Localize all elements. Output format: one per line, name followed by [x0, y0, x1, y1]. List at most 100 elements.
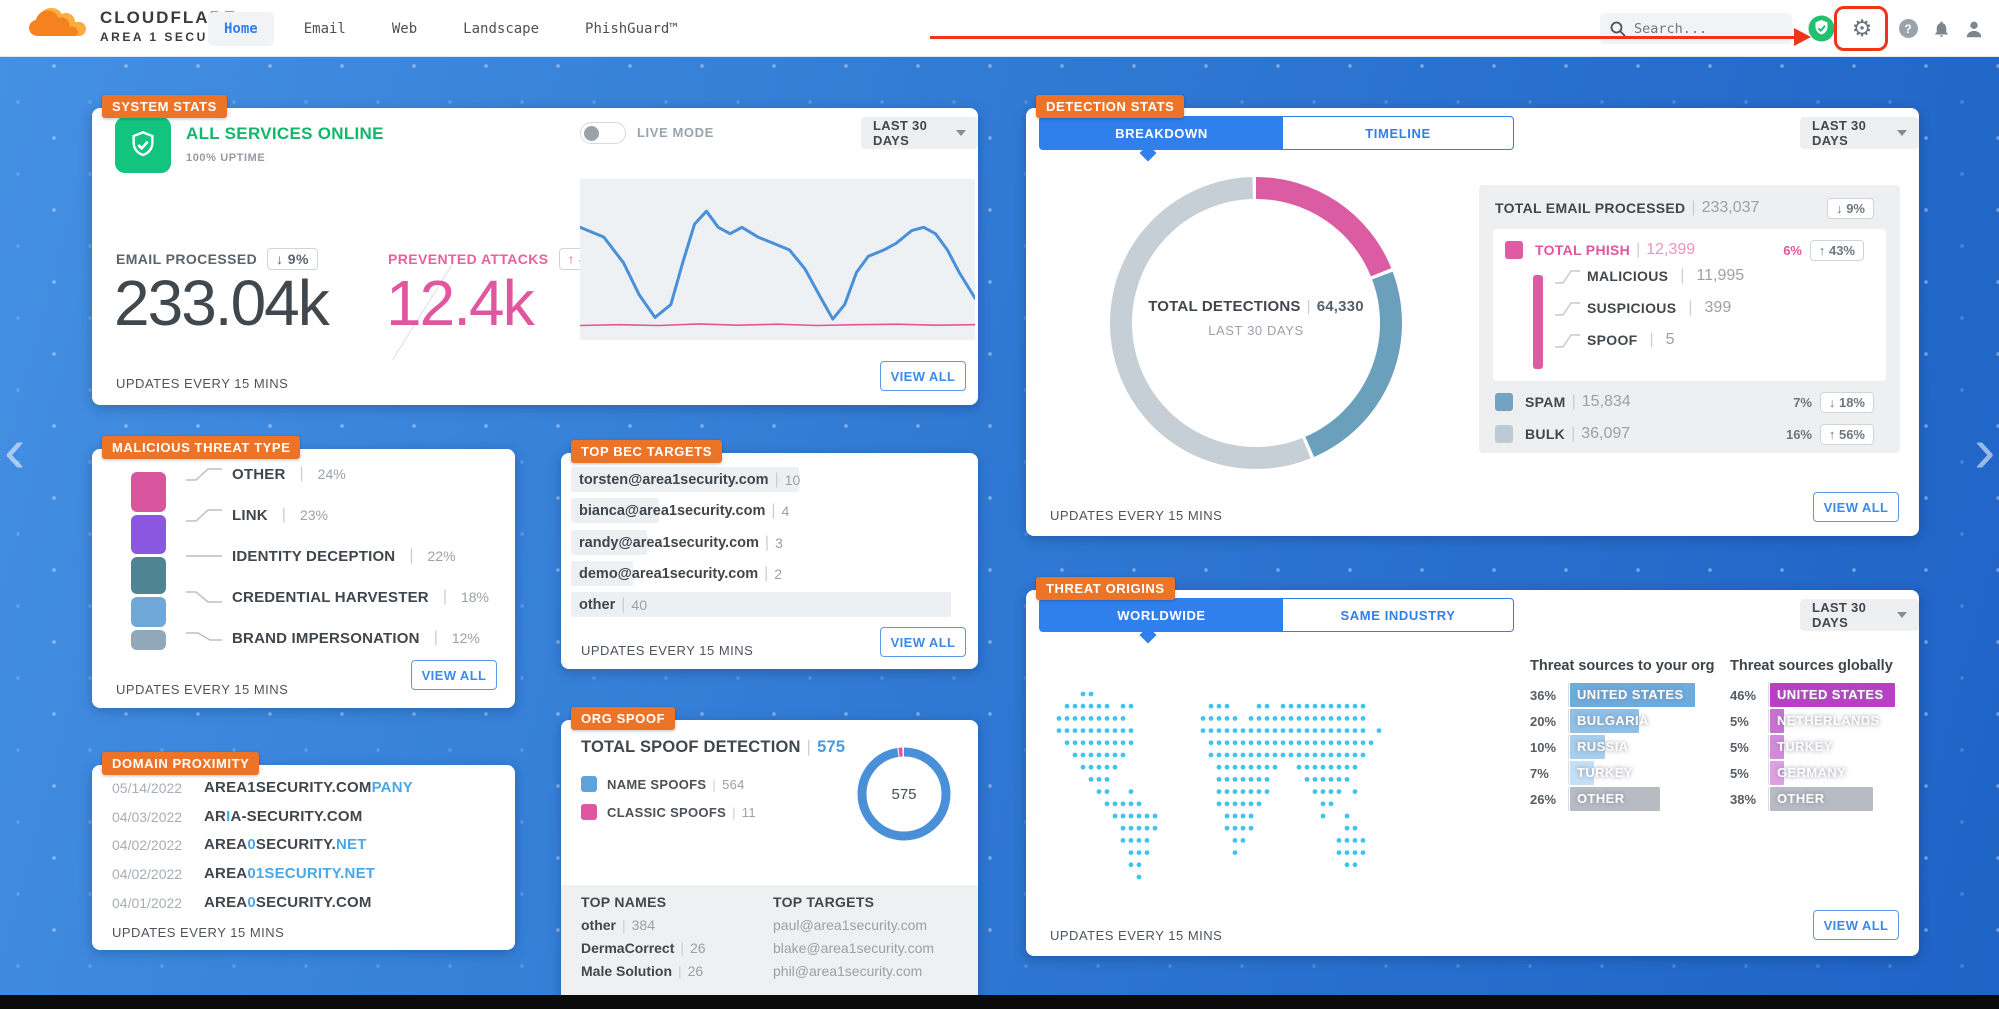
- total-phish-row: TOTAL PHISH | 12,399 6% ↑ 43%: [1505, 239, 1874, 261]
- annotation-arrow-head: [1794, 28, 1811, 46]
- nav-items: Home Email Web Landscape PhishGuard™: [208, 0, 694, 57]
- bec-target-row[interactable]: randy@area1security.com | 3: [571, 530, 783, 555]
- prevented-attacks-label: PREVENTED ATTACKS: [388, 251, 549, 267]
- updates-text: UPDATES EVERY 15 MINS: [1050, 508, 1223, 523]
- shield-check-icon: [132, 131, 154, 157]
- shield-check-icon: [1808, 15, 1834, 42]
- domain-row[interactable]: 04/02/2022 AREA0SECURITY.NET: [112, 836, 367, 853]
- threat-source-row: 7% TURKEY: [1530, 760, 1698, 786]
- range-select[interactable]: LAST 30 DAYS: [1800, 117, 1919, 149]
- delta-chip: ↓ 9%: [1827, 197, 1874, 219]
- threat-type-stacked-bar: [131, 472, 166, 651]
- bec-target-row[interactable]: other | 40: [571, 592, 951, 617]
- connector-line: [186, 591, 222, 603]
- status-shield-badge[interactable]: [1806, 0, 1836, 57]
- range-label: LAST 30 DAYS: [1812, 600, 1867, 630]
- view-all-button[interactable]: VIEW ALL: [1813, 492, 1899, 522]
- carousel-next-arrow[interactable]: ›: [1974, 414, 1996, 486]
- email-processed-delta-chip: ↓ 9%: [267, 248, 318, 270]
- tab-same-industry[interactable]: SAME INDUSTRY: [1340, 607, 1456, 623]
- legend-swatch: [1495, 393, 1513, 411]
- nav-item-phishguard[interactable]: PhishGuard™: [585, 20, 678, 37]
- range-label: LAST 30 DAYS: [1812, 118, 1867, 148]
- updates-text: UPDATES EVERY 15 MINS: [1050, 928, 1223, 943]
- legend-pct: 24%: [317, 466, 346, 482]
- updates-text: UPDATES EVERY 15 MINS: [581, 643, 754, 658]
- legend-label: CLASSIC SPOOFS | 11: [607, 804, 756, 820]
- view-all-button[interactable]: VIEW ALL: [880, 361, 966, 391]
- range-label: LAST 30 DAYS: [873, 118, 928, 148]
- nav-item-email[interactable]: Email: [303, 20, 346, 37]
- card-badge: MALICIOUS THREAT TYPE: [102, 436, 301, 459]
- card-badge: DETECTION STATS: [1036, 95, 1185, 118]
- legend-swatch: [1505, 241, 1523, 259]
- domain-date: 04/01/2022: [112, 894, 183, 911]
- chevron-down-icon: [1897, 612, 1907, 618]
- legend-pct: 23%: [299, 507, 328, 523]
- spoof-donut-center-value: 575: [891, 785, 917, 803]
- help-button[interactable]: ?: [1893, 0, 1923, 57]
- live-mode-toggle[interactable]: [580, 122, 626, 144]
- phish-pct: 6%: [1783, 242, 1802, 258]
- cloudflare-logo[interactable]: CLOUDFLARE AREA 1 SECURITY: [28, 6, 245, 46]
- nav-item-web[interactable]: Web: [391, 20, 418, 37]
- range-select[interactable]: LAST 30 DAYS: [1800, 599, 1919, 631]
- spam-row: SPAM | 15,834 7% ↓ 18%: [1495, 391, 1884, 413]
- spoof-donut-chart: [857, 747, 951, 841]
- card-badge: THREAT ORIGINS: [1036, 577, 1175, 600]
- view-all-button[interactable]: VIEW ALL: [411, 660, 497, 690]
- nav-item-home[interactable]: Home: [208, 11, 274, 46]
- connector-line: [186, 632, 222, 641]
- notifications-button[interactable]: [1926, 0, 1956, 57]
- settings-button[interactable]: ⚙: [1840, 0, 1884, 57]
- phish-child-row: SUSPICIOUS | 399: [1555, 299, 1731, 317]
- tab-timeline[interactable]: TIMELINE: [1365, 125, 1431, 141]
- search-icon: [1610, 21, 1626, 37]
- search-input[interactable]: [1634, 20, 1774, 37]
- domain-name: ARIA-SECURITY.COM: [204, 808, 363, 825]
- annotation-arrow-line: [930, 36, 1798, 39]
- domain-proximity-card: DOMAIN PROXIMITY 05/14/2022 AREA1SECURIT…: [92, 752, 515, 950]
- donut-center-text: TOTAL DETECTIONS | 64,330 LAST 30 DAYS: [1148, 298, 1364, 338]
- phish-child-row: MALICIOUS | 11,995: [1555, 267, 1744, 285]
- detections-donut-chart: [1110, 177, 1402, 469]
- search-box[interactable]: [1600, 13, 1792, 44]
- view-all-button[interactable]: VIEW ALL: [880, 627, 966, 657]
- bec-target-row[interactable]: demo@area1security.com | 2: [571, 561, 782, 586]
- cloudflare-cloud-icon: [29, 8, 86, 36]
- connector-line: [1555, 334, 1580, 348]
- legend-label: NAME SPOOFS | 564: [607, 776, 745, 792]
- card-badge: TOP BEC TARGETS: [571, 440, 723, 463]
- top-names-targets-section: [561, 885, 978, 1009]
- bec-bar: [571, 530, 647, 555]
- domain-row[interactable]: 04/02/2022 AREA01SECURITY.NET: [112, 865, 375, 882]
- top-target-row: paul@area1security.com: [773, 917, 928, 933]
- connector-line: [186, 468, 222, 481]
- tab-breakdown[interactable]: BREAKDOWN: [1040, 117, 1283, 149]
- connector-line: [1555, 270, 1580, 284]
- carousel-prev-arrow[interactable]: ‹: [4, 414, 26, 486]
- range-select[interactable]: LAST 30 DAYS: [861, 117, 978, 149]
- tab-worldwide[interactable]: WORLDWIDE: [1040, 599, 1283, 631]
- view-all-button[interactable]: VIEW ALL: [1813, 910, 1899, 940]
- domain-row[interactable]: 05/14/2022 AREA1SECURITY.COMPANY: [112, 779, 413, 796]
- threat-source-row: 10% RUSSIA: [1530, 734, 1698, 760]
- email-processed-header: EMAIL PROCESSED ↓ 9%: [116, 248, 318, 270]
- connector-line: [1555, 302, 1580, 316]
- legend-pct: 18%: [460, 589, 489, 605]
- email-processed-label: EMAIL PROCESSED: [116, 251, 258, 267]
- nav-item-landscape[interactable]: Landscape: [463, 20, 540, 37]
- account-button[interactable]: [1958, 0, 1990, 57]
- bec-target-row[interactable]: torsten@area1security.com | 10: [571, 467, 800, 492]
- brand-line2: AREA 1 SECURITY: [100, 30, 246, 44]
- delta-chip: ↑ 43%: [1809, 239, 1864, 261]
- domain-row[interactable]: 04/01/2022 AREA0SECURITY.COM: [112, 894, 372, 911]
- bec-bar: [571, 467, 799, 492]
- bec-email: randy@area1security.com: [579, 534, 759, 551]
- top-names-title: TOP NAMES: [581, 894, 667, 910]
- bec-target-row[interactable]: bianca@area1security.com | 4: [571, 498, 789, 523]
- updates-text: UPDATES EVERY 15 MINS: [116, 376, 289, 391]
- domain-row[interactable]: 04/03/2022 ARIA-SECURITY.COM: [112, 808, 362, 825]
- domain-name: AREA0SECURITY.COM: [204, 894, 372, 911]
- detection-tabs: BREAKDOWN TIMELINE: [1039, 116, 1514, 150]
